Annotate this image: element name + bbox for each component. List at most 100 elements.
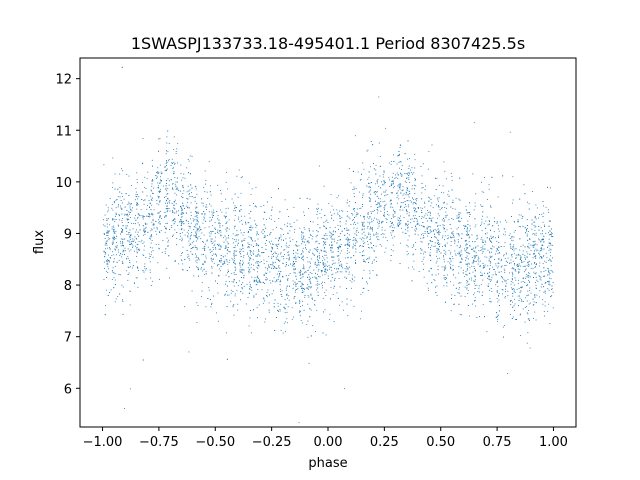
- data-point: [390, 255, 392, 256]
- data-point: [112, 218, 114, 219]
- data-point: [338, 228, 339, 230]
- data-point: [129, 211, 131, 213]
- data-point: [302, 267, 304, 269]
- data-point: [196, 247, 198, 249]
- data-point: [120, 205, 121, 207]
- data-point: [422, 207, 424, 209]
- data-point: [534, 262, 535, 264]
- data-point: [372, 270, 374, 272]
- data-point: [310, 282, 312, 284]
- data-point: [437, 200, 439, 202]
- data-point: [430, 226, 432, 228]
- data-point: [120, 242, 122, 244]
- data-point: [450, 172, 452, 174]
- data-point: [266, 295, 268, 297]
- data-point: [293, 268, 295, 270]
- data-point: [142, 191, 144, 193]
- data-point: [493, 246, 495, 248]
- data-point: [204, 170, 206, 172]
- data-point: [321, 250, 323, 252]
- data-point: [339, 286, 341, 288]
- data-point: [475, 252, 477, 254]
- data-point: [480, 275, 481, 276]
- data-point: [430, 247, 431, 249]
- data-point: [158, 204, 160, 206]
- data-point: [225, 246, 227, 248]
- data-point: [378, 225, 380, 227]
- data-point: [398, 222, 400, 224]
- data-point: [371, 262, 373, 264]
- data-point: [547, 288, 549, 290]
- data-point: [519, 238, 521, 240]
- data-point: [363, 168, 365, 170]
- data-point: [540, 240, 542, 242]
- data-point: [325, 289, 327, 291]
- data-point: [247, 242, 249, 244]
- data-point: [220, 260, 222, 261]
- data-point: [402, 202, 404, 204]
- data-point: [121, 228, 123, 229]
- data-point: [320, 269, 322, 271]
- data-point: [504, 296, 506, 298]
- data-point: [543, 315, 545, 317]
- data-point: [428, 217, 430, 219]
- data-point: [224, 216, 226, 218]
- data-point: [474, 268, 475, 269]
- data-point: [181, 216, 183, 218]
- data-point: [527, 261, 529, 263]
- data-point: [211, 243, 213, 244]
- data-point: [177, 162, 178, 164]
- data-point: [106, 219, 108, 221]
- data-point: [300, 273, 302, 275]
- data-point: [293, 297, 295, 299]
- data-point: [212, 225, 213, 227]
- data-point: [332, 294, 334, 295]
- data-point: [411, 188, 413, 190]
- data-point: [193, 197, 195, 199]
- data-point: [533, 244, 535, 246]
- data-point: [230, 300, 232, 302]
- data-point: [143, 216, 145, 217]
- data-point: [113, 229, 115, 230]
- data-point: [267, 289, 269, 291]
- data-point: [292, 239, 294, 241]
- data-point: [103, 164, 105, 166]
- data-point: [383, 191, 385, 193]
- data-point: [494, 259, 495, 260]
- data-point: [384, 191, 386, 193]
- data-point: [281, 228, 283, 230]
- data-point: [473, 255, 475, 257]
- data-point: [421, 198, 423, 200]
- data-point: [128, 232, 129, 234]
- data-point: [332, 260, 334, 262]
- data-point: [488, 223, 490, 225]
- data-point: [543, 241, 545, 243]
- data-point: [511, 239, 513, 241]
- data-point: [449, 262, 451, 264]
- data-point: [151, 180, 153, 182]
- data-point: [407, 200, 409, 202]
- data-point: [111, 244, 113, 246]
- data-point: [471, 265, 473, 267]
- data-point: [453, 236, 455, 238]
- data-point: [195, 260, 197, 262]
- data-point: [359, 318, 361, 320]
- data-point: [254, 269, 256, 271]
- data-point: [160, 180, 162, 182]
- data-point: [309, 249, 311, 251]
- data-point: [256, 206, 257, 208]
- data-point: [143, 249, 145, 251]
- data-point: [519, 297, 521, 299]
- data-point: [502, 289, 504, 291]
- data-point: [165, 195, 167, 197]
- data-point: [185, 220, 187, 222]
- data-point: [492, 225, 494, 227]
- data-point: [257, 262, 259, 264]
- data-point: [399, 146, 401, 148]
- data-point: [312, 276, 314, 278]
- data-point: [294, 281, 296, 283]
- data-point: [413, 253, 415, 255]
- data-point: [425, 217, 427, 219]
- data-point: [256, 317, 258, 319]
- data-point: [186, 191, 188, 193]
